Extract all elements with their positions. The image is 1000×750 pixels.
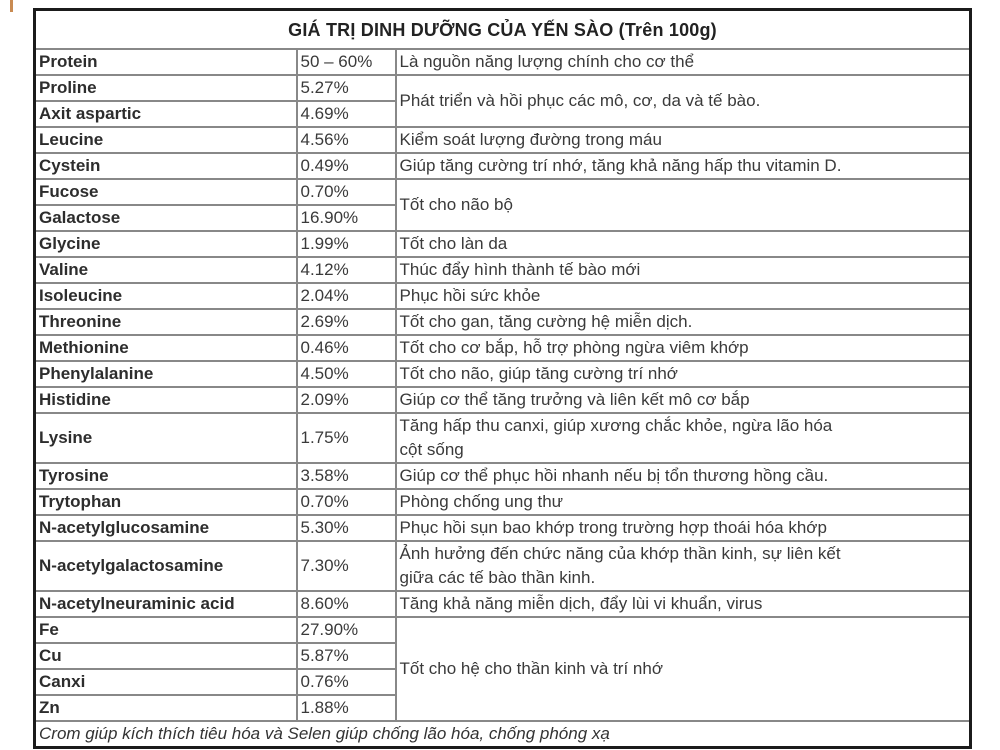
- nutrient-benefit-cell: Giúp tăng cường trí nhớ, tăng khả năng h…: [394, 152, 972, 180]
- nutrient-name-cell: Methionine: [33, 334, 298, 362]
- table-row: Cu 5.87%: [33, 642, 971, 670]
- nutrient-benefit-cell: Phát triển và hồi phục các mô, cơ, da và…: [394, 74, 972, 128]
- nutrient-name-cell: Cystein: [33, 152, 298, 180]
- nutrient-name-cell: Fe: [33, 616, 298, 644]
- nutrient-value-cell: 0.70%: [295, 178, 397, 206]
- table-row: Methionine 0.46% Tốt cho cơ bắp, hỗ trợ ph…: [33, 334, 972, 362]
- nutrient-name-cell: N-acetylglucosamine: [33, 514, 298, 542]
- nutrient-value-cell: 4.50%: [295, 360, 397, 388]
- table-row: Trytophan 0.70% Phòng chống ung thư: [33, 488, 972, 516]
- nutrient-benefit-cell: Tốt cho gan, tăng cường hệ miễn dịch.: [394, 308, 972, 336]
- nutrient-name-cell: Threonine: [33, 308, 298, 336]
- nutrient-value-cell: 1.99%: [295, 230, 397, 258]
- nutrient-value-cell: 0.70%: [295, 488, 397, 516]
- nutrient-benefit-cell: Giúp cơ thể phục hồi nhanh nếu bị tổn th…: [394, 462, 972, 490]
- table-row: Cystein 0.49% Giúp tăng cường trí nhớ, tăn…: [33, 152, 972, 180]
- nutrient-name-cell: Glycine: [33, 230, 298, 258]
- nutrient-value-cell: 3.58%: [295, 462, 397, 490]
- nutrient-value-cell: 0.46%: [295, 334, 397, 362]
- nutrient-value-cell: 50 – 60%: [295, 48, 397, 76]
- nutrient-value-cell: 8.60%: [295, 590, 397, 618]
- nutrient-name-cell: Valine: [33, 256, 298, 284]
- nutrient-value-cell: 0.76%: [295, 668, 397, 696]
- nutrient-benefit-cell: Là nguồn năng lượng chính cho cơ thể: [394, 48, 972, 76]
- table-footer-row: Crom giúp kích thích tiêu hóa và Selen g…: [33, 720, 972, 749]
- table-row: Canxi 0.76%: [33, 668, 971, 696]
- nutrient-benefit-cell: Tốt cho não bộ: [394, 178, 972, 232]
- nutrient-value-cell: 7.30%: [295, 540, 397, 592]
- nutrient-name-cell: Fucose: [33, 178, 298, 206]
- table-row: Valine 4.12% Thúc đẩy hình thành tế bào mớ…: [33, 256, 972, 284]
- nutrient-value-cell: 4.56%: [295, 126, 397, 154]
- nutrient-benefit-cell: Tăng hấp thu canxi, giúp xương chắc khỏe…: [394, 412, 972, 464]
- table-row: Leucine 4.56% Kiểm soát lượng đường trong …: [33, 126, 972, 154]
- table-row: Axit aspartic 4.69%: [33, 100, 971, 128]
- nutrient-value-cell: 5.27%: [295, 74, 397, 102]
- nutrient-value-cell: 0.49%: [295, 152, 397, 180]
- nutrient-value-cell: 1.75%: [295, 412, 397, 464]
- nutrient-benefit-cell: Thúc đẩy hình thành tế bào mới: [394, 256, 972, 284]
- table-title: GIÁ TRỊ DINH DƯỠNG CỦA YẾN SÀO (Trên 100…: [33, 8, 972, 50]
- nutrient-value-cell: 5.30%: [295, 514, 397, 542]
- nutrient-name-cell: Axit aspartic: [33, 100, 298, 128]
- table-row: Zn 1.88%: [33, 694, 971, 722]
- table-row: Glycine 1.99% Tốt cho làn da: [33, 230, 972, 258]
- nutrient-name-cell: N-acetylgalactosamine: [33, 540, 298, 592]
- nutrient-name-cell: Galactose: [33, 204, 298, 232]
- nutrient-benefit-cell: Tốt cho não, giúp tăng cường trí nhớ: [394, 360, 972, 388]
- table-row: Tyrosine 3.58% Giúp cơ thể phục hồi nhanh …: [33, 462, 972, 490]
- table-row: Fe 27.90% Tốt cho hệ cho thần kinh và trí …: [33, 616, 972, 722]
- nutrient-benefit-cell: Phòng chống ung thư: [394, 488, 972, 516]
- nutrient-value-cell: 2.09%: [295, 386, 397, 414]
- nutrient-benefit-cell: Phục hồi sụn bao khớp trong trường hợp t…: [394, 514, 972, 542]
- nutrient-value-cell: 2.04%: [295, 282, 397, 310]
- nutrition-table: GIÁ TRỊ DINH DƯỠNG CỦA YẾN SÀO (Trên 100…: [33, 8, 973, 749]
- nutrient-name-cell: Isoleucine: [33, 282, 298, 310]
- nutrient-name-cell: Protein: [33, 48, 298, 76]
- nutrient-name-cell: Zn: [33, 694, 298, 722]
- nutrient-name-cell: Histidine: [33, 386, 298, 414]
- corner-artifact-mark: [10, 0, 13, 12]
- nutrient-benefit-cell: Tăng khả năng miễn dịch, đẩy lùi vi khuẩ…: [394, 590, 972, 618]
- nutrient-benefit-cell: Phục hồi sức khỏe: [394, 282, 972, 310]
- nutrient-value-cell: 5.87%: [295, 642, 397, 670]
- nutrient-benefit-cell: Tốt cho cơ bắp, hỗ trợ phòng ngừa viêm k…: [394, 334, 972, 362]
- nutrient-value-cell: 2.69%: [295, 308, 397, 336]
- nutrient-name-cell: Leucine: [33, 126, 298, 154]
- nutrient-name-cell: Cu: [33, 642, 298, 670]
- table-row: Fucose 0.70% Tốt cho não bộ: [33, 178, 972, 232]
- table-row: Galactose 16.90%: [33, 204, 971, 232]
- nutrient-benefit-cell: Tốt cho hệ cho thần kinh và trí nhớ: [394, 616, 972, 722]
- nutrient-name-cell: Lysine: [33, 412, 298, 464]
- table-row: Protein 50 – 60% Là nguồn năng lượng chính…: [33, 48, 972, 76]
- nutrient-value-cell: 1.88%: [295, 694, 397, 722]
- table-row: Lysine 1.75% Tăng hấp thu canxi, giúp xươn…: [33, 412, 972, 464]
- table-row: N-acetylglucosamine 5.30% Phục hồi sụn bao…: [33, 514, 972, 542]
- nutrient-benefit-cell: Giúp cơ thể tăng trưởng và liên kết mô c…: [394, 386, 972, 414]
- table-row: N-acetylgalactosamine 7.30% Ảnh hưởng đến …: [33, 540, 972, 592]
- nutrient-benefit-cell: Tốt cho làn da: [394, 230, 972, 258]
- nutrient-name-cell: Trytophan: [33, 488, 298, 516]
- table-row: N-acetylneuraminic acid 8.60% Tăng khả năn…: [33, 590, 972, 618]
- nutrient-value-cell: 16.90%: [295, 204, 397, 232]
- nutrient-value-cell: 27.90%: [295, 616, 397, 644]
- table-row: Proline 5.27% Phát triển và hồi phục các m…: [33, 74, 972, 128]
- nutrient-name-cell: Tyrosine: [33, 462, 298, 490]
- table-row: Isoleucine 2.04% Phục hồi sức khỏe: [33, 282, 972, 310]
- table-row: Phenylalanine 4.50% Tốt cho não, giúp tăng…: [33, 360, 972, 388]
- nutrient-name-cell: Proline: [33, 74, 298, 102]
- nutrient-value-cell: 4.69%: [295, 100, 397, 128]
- nutrient-benefit-cell: Kiểm soát lượng đường trong máu: [394, 126, 972, 154]
- table-row: Histidine 2.09% Giúp cơ thể tăng trưởng và…: [33, 386, 972, 414]
- table-footer-note: Crom giúp kích thích tiêu hóa và Selen g…: [33, 720, 972, 749]
- nutrient-name-cell: N-acetylneuraminic acid: [33, 590, 298, 618]
- table-row: Threonine 2.69% Tốt cho gan, tăng cường hệ…: [33, 308, 972, 336]
- nutrient-name-cell: Canxi: [33, 668, 298, 696]
- table-title-row: GIÁ TRỊ DINH DƯỠNG CỦA YẾN SÀO (Trên 100…: [33, 8, 972, 50]
- nutrient-value-cell: 4.12%: [295, 256, 397, 284]
- nutrient-name-cell: Phenylalanine: [33, 360, 298, 388]
- nutrient-benefit-cell: Ảnh hưởng đến chức năng của khớp thần ki…: [394, 540, 972, 592]
